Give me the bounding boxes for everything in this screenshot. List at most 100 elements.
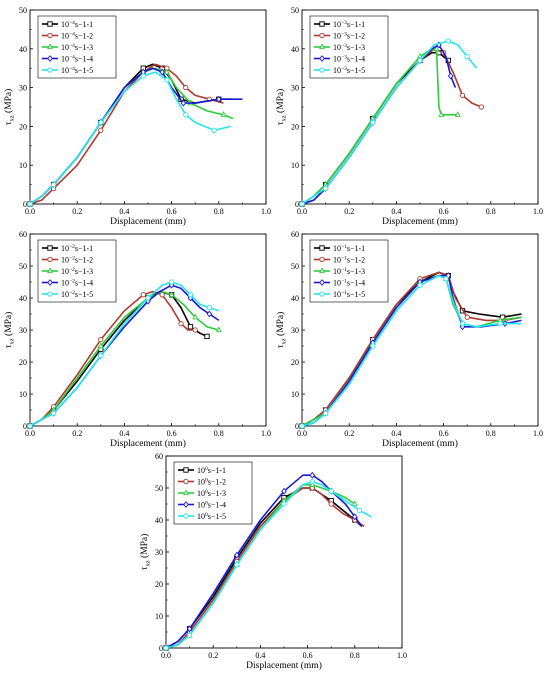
legend-marker (47, 43, 53, 50)
legend-label: 10−4s−1-1 (61, 20, 93, 29)
x-tick-label: 0.4 (391, 207, 401, 216)
legend-label-suffix: s−1-1 (347, 244, 365, 253)
legend-label-base: 10 (197, 501, 205, 510)
data-point (220, 111, 227, 117)
legend-marker (319, 245, 325, 251)
y-tick-label: 60 (155, 452, 163, 461)
data-point (322, 410, 329, 416)
legend-label-exponent: −2 (69, 290, 75, 296)
legend-label-suffix: s−1-5 (347, 290, 365, 299)
legend-label-suffix: s−1-3 (75, 43, 93, 52)
data-point (159, 68, 165, 76)
legend-label-exponent: −1 (341, 244, 347, 250)
legend-label-suffix: s−1-1 (208, 466, 226, 475)
data-point (370, 343, 376, 349)
x-tick-label: 0.8 (350, 651, 360, 660)
x-tick-label: 0.8 (214, 207, 224, 216)
legend-label-base: 10 (61, 43, 69, 52)
x-tick-label: 0.4 (255, 651, 265, 660)
x-tick-label: 0.0 (297, 429, 307, 438)
data-point (351, 500, 358, 507)
data-point (186, 625, 193, 633)
legend-label-exponent: −3 (341, 32, 347, 38)
data-point (140, 73, 146, 79)
data-point (309, 481, 316, 487)
legend-label-suffix: s−1-2 (208, 478, 226, 487)
data-point (50, 410, 57, 416)
series-5 (163, 478, 372, 651)
series-line-2 (301, 271, 522, 427)
y-axis-title: τxz (MPa) (275, 312, 288, 349)
legend-label: 100s−1-4 (197, 501, 226, 510)
data-point (215, 326, 222, 333)
legend-label-exponent: −2 (69, 256, 75, 262)
x-tick-label: 0.6 (167, 207, 177, 216)
legend-label-base: 10 (333, 32, 341, 41)
legend-label: 10−3s−1-2 (333, 32, 365, 41)
y-tick-label: 10 (19, 390, 27, 399)
data-point (281, 501, 287, 507)
legend-label-suffix: s−1-4 (75, 279, 93, 288)
legend-label-exponent: −2 (69, 244, 75, 250)
legend-label-base: 10 (61, 55, 69, 64)
legend-label: 10−4s−1-3 (61, 43, 93, 52)
x-tick-label: 0.6 (439, 207, 449, 216)
y-axis-title: τxz (MPa) (3, 312, 16, 349)
chart-panel-5: 0.0 0.2 0.4 0.6 0.8 1.00102030405060Displacem… (139, 452, 407, 671)
legend-marker (47, 55, 53, 62)
data-point (464, 314, 470, 320)
y-tick-label: 10 (155, 612, 163, 621)
y-axis-title-unit: (MPa) (3, 312, 14, 339)
data-point (454, 111, 461, 117)
y-axis-title-symbol: τ (276, 344, 286, 348)
legend-label-suffix: s−1-2 (347, 32, 365, 41)
x-tick-label: 0.8 (486, 207, 496, 216)
x-tick-label: 0.4 (119, 429, 129, 438)
y-tick-label: 20 (19, 358, 27, 367)
data-point (159, 292, 165, 298)
legend-label-base: 10 (61, 244, 69, 253)
x-tick-label: 0.2 (344, 207, 354, 216)
y-tick-label: 10 (291, 390, 299, 399)
legend-label-base: 10 (333, 290, 341, 299)
legend-label-base: 10 (333, 43, 341, 52)
data-point (459, 92, 466, 99)
data-point (180, 99, 187, 107)
x-tick-label: 0.8 (214, 429, 224, 438)
x-tick-label: 0.2 (72, 429, 82, 438)
data-point (206, 304, 213, 311)
legend-label: 10−4s−1-5 (61, 66, 93, 75)
legend-label-base: 10 (61, 256, 69, 265)
legend-label-exponent: −1 (341, 256, 347, 262)
data-point (328, 488, 334, 494)
y-tick-label: 20 (155, 580, 163, 589)
legend-marker (319, 267, 325, 274)
legend-marker (319, 32, 325, 39)
legend-marker (319, 291, 325, 297)
data-point (299, 423, 305, 429)
data-point (322, 185, 329, 192)
legend-label-suffix: s−1-4 (208, 501, 226, 510)
y-axis-title-symbol: τ (276, 121, 286, 125)
legend-label-exponent: −1 (341, 267, 347, 273)
legend-label: 10−3s−1-5 (333, 66, 365, 75)
y-axis-title-unit: (MPa) (275, 312, 286, 339)
data-point (328, 501, 334, 507)
legend-label-suffix: s−1-3 (75, 267, 93, 276)
legend-label: 10−4s−1-4 (61, 55, 93, 64)
series-line-4 (29, 67, 243, 205)
legend-label-exponent: 0 (205, 512, 208, 518)
x-tick-label: 0.2 (72, 207, 82, 216)
legend-label-exponent: −4 (69, 32, 75, 38)
data-point (309, 471, 316, 479)
y-tick-label: 40 (291, 45, 299, 54)
legend: 10−1s−1-110−1s−1-210−1s−1-310−1s−1-410−1… (309, 239, 389, 303)
data-point (164, 77, 170, 83)
series-5 (299, 38, 478, 207)
y-tick-label: 50 (155, 484, 163, 493)
data-point (192, 327, 198, 333)
x-tick-label: 1.0 (397, 651, 407, 660)
y-axis-title-subscript: xz (281, 115, 288, 121)
data-point (140, 292, 146, 298)
legend-label-suffix: s−1-4 (347, 55, 365, 64)
